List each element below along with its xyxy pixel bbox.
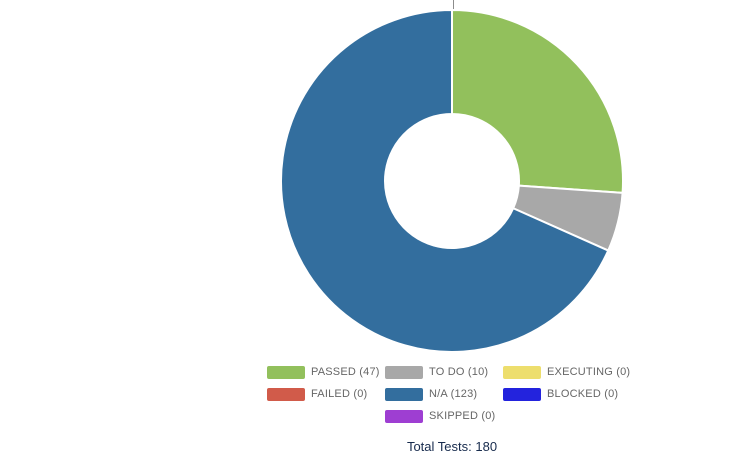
legend-swatch-blocked [503,387,541,401]
legend-swatch-executing [503,365,541,379]
legend-swatch-skipped [385,409,423,423]
legend-swatch-n-a [385,387,423,401]
chart-legend: PASSED (47) TO DO (10) EXECUTING (0) FAILED… [267,365,630,423]
legend-swatch-to-do [385,365,423,379]
legend-item-n-a[interactable]: N/A (123) [385,387,503,401]
legend-label-passed: PASSED (47) [311,366,380,378]
total-tests-label: Total Tests: 180 [406,439,498,454]
legend-swatch-failed [267,387,305,401]
legend-item-failed[interactable]: FAILED (0) [267,387,385,401]
legend-item-executing[interactable]: EXECUTING (0) [503,365,630,379]
top-divider [453,0,454,12]
legend-label-skipped: SKIPPED (0) [429,410,496,422]
legend-label-failed: FAILED (0) [311,388,368,400]
legend-label-n-a: N/A (123) [429,388,478,400]
legend-label-blocked: BLOCKED (0) [547,388,619,400]
donut-chart [280,9,624,353]
legend-item-blocked[interactable]: BLOCKED (0) [503,387,621,401]
legend-item-skipped[interactable]: SKIPPED (0) [385,409,503,423]
legend-label-executing: EXECUTING (0) [547,366,631,378]
legend-swatch-passed [267,365,305,379]
legend-item-to-do[interactable]: TO DO (10) [385,365,503,379]
slice-n-a[interactable] [280,9,610,353]
legend-label-to-do: TO DO (10) [429,366,489,378]
legend-item-passed[interactable]: PASSED (47) [267,365,385,379]
slice-passed[interactable] [451,9,624,194]
